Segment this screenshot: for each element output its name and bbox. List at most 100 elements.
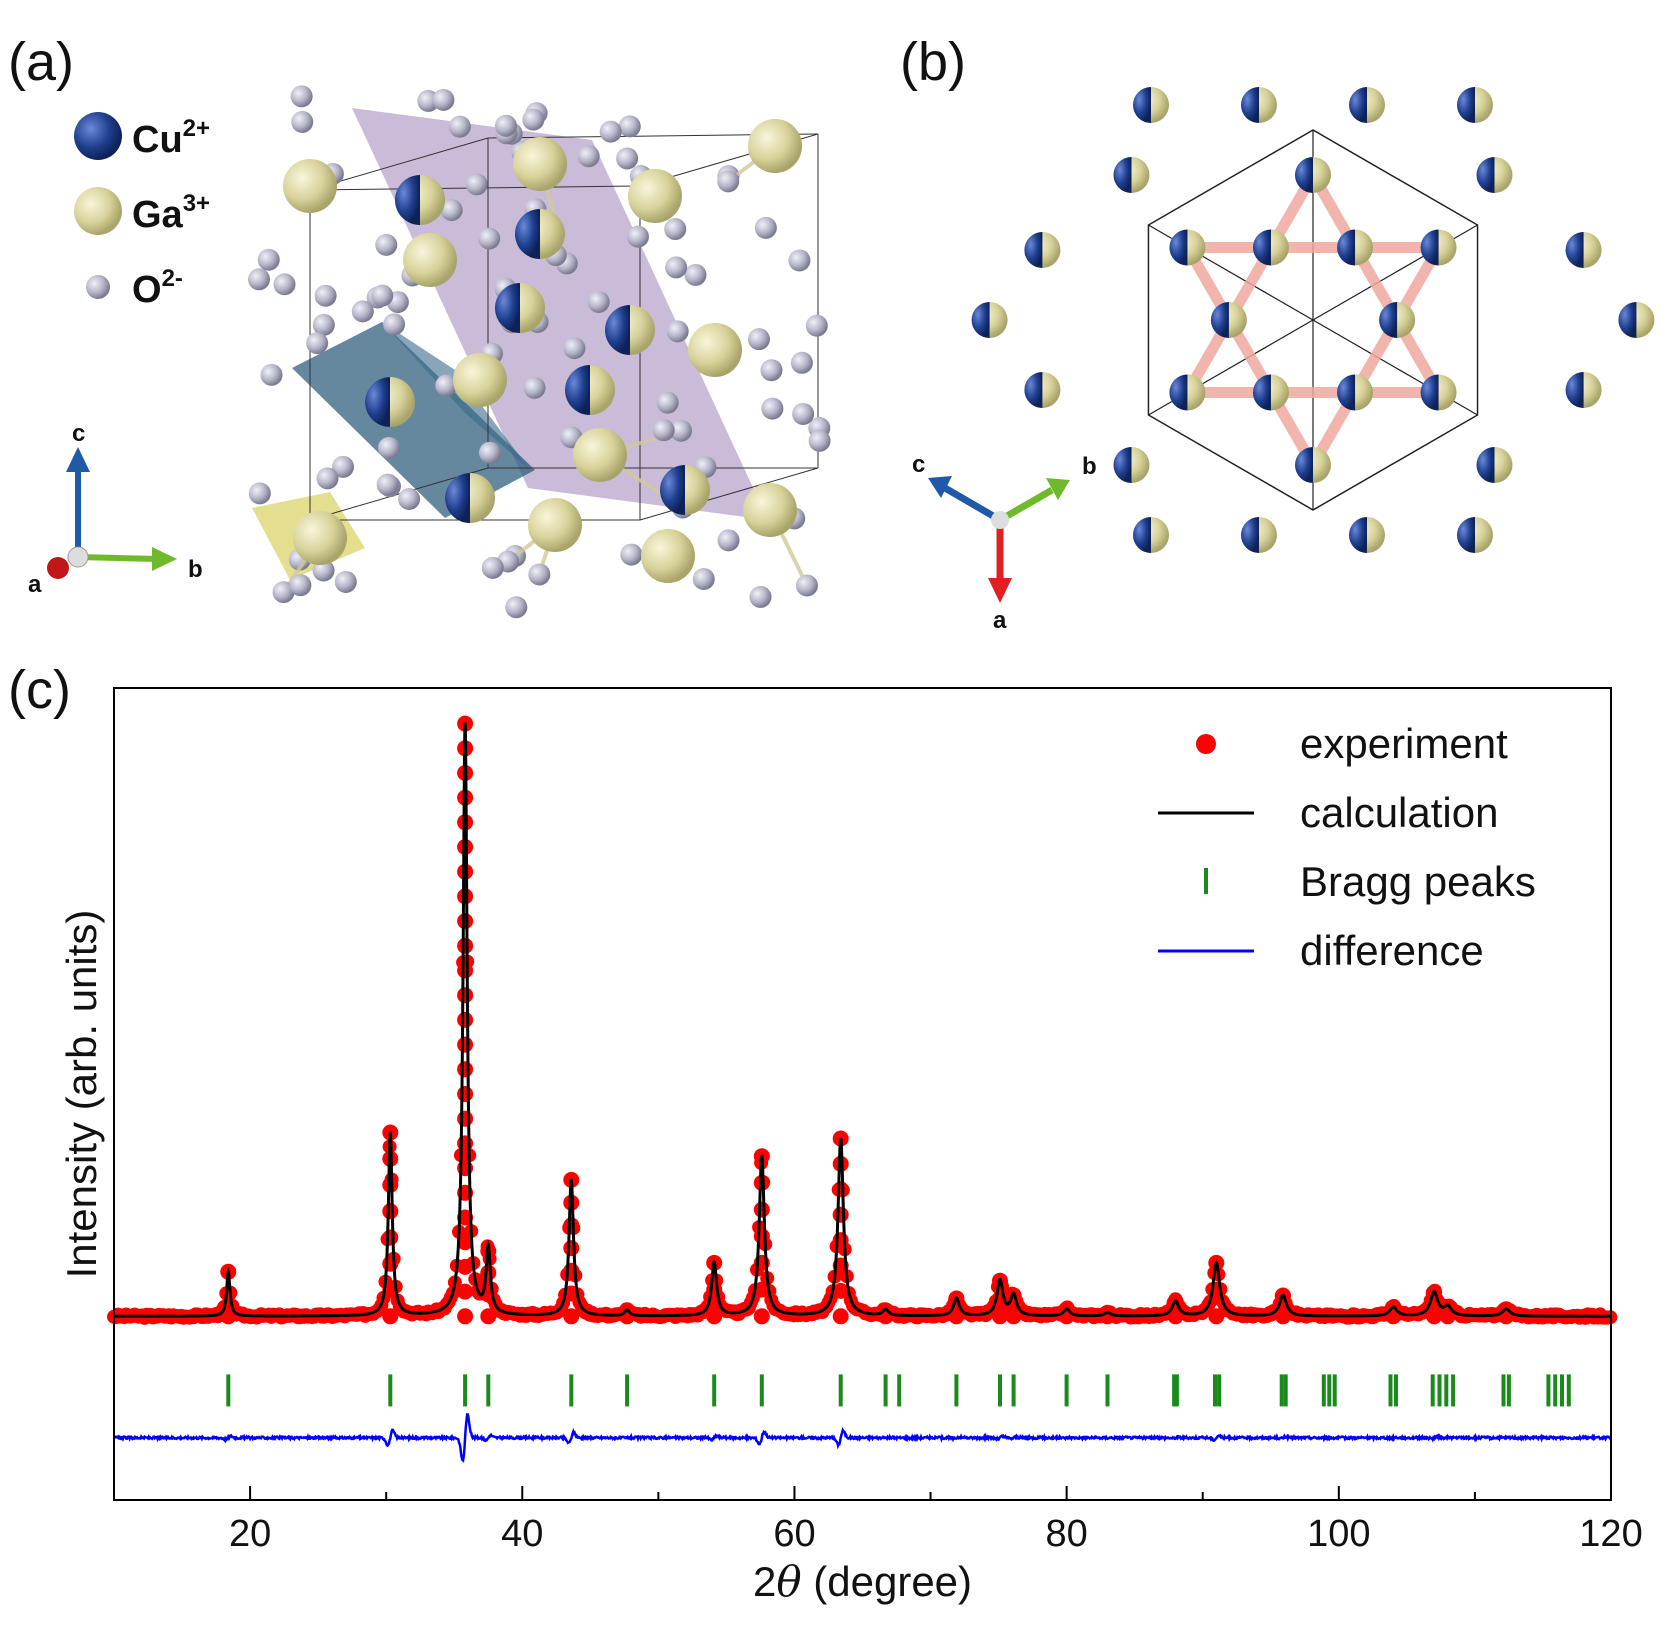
kagome-site [1113, 447, 1150, 483]
bragg-tick [883, 1374, 888, 1407]
oxygen-atom [334, 570, 357, 593]
bragg-tick [486, 1374, 491, 1407]
experiment-point [457, 1308, 474, 1325]
copper-site [495, 283, 545, 333]
bragg-tick [1217, 1374, 1222, 1407]
svg-text:Ga3+: Ga3+ [132, 190, 210, 236]
cu-half [1169, 374, 1188, 411]
experiment-point [753, 1201, 770, 1218]
experiment-point [832, 1206, 849, 1223]
oxygen-atom [257, 248, 280, 271]
cu-half [1024, 232, 1043, 268]
x-axis-title: 2θ (degree) [753, 1557, 972, 1606]
experiment-point [457, 1086, 474, 1102]
x-tick-label: 40 [501, 1513, 543, 1555]
kagome-site [1349, 517, 1385, 553]
cu-half [1420, 229, 1439, 266]
legend-ga-item: Ga3+ [74, 187, 210, 236]
cu-half [515, 209, 540, 259]
kagome-site [1241, 517, 1277, 553]
cu-half [1349, 87, 1367, 123]
cu-half [1241, 87, 1259, 123]
oxygen-atom [478, 441, 501, 464]
kagome-site [1476, 157, 1513, 193]
experiment-point [753, 1228, 770, 1245]
bragg-tick [998, 1374, 1002, 1407]
difference-series [113, 1413, 1613, 1463]
copper-site [605, 305, 655, 355]
oxygen-atom [465, 173, 488, 196]
kagome-site [1169, 229, 1206, 266]
bragg-tick [1553, 1374, 1558, 1407]
oxygen-atom [618, 115, 641, 138]
bragg-tick [1546, 1374, 1551, 1407]
bragg-tick [838, 1374, 843, 1407]
experiment-point [457, 1283, 474, 1300]
kagome-site [1133, 517, 1169, 553]
oxygen-atom [312, 559, 335, 582]
oxygen-atom [684, 263, 707, 286]
gallium-atom [628, 169, 682, 223]
bragg-tick [1444, 1374, 1449, 1407]
legend-ga-name: Ga [132, 194, 184, 236]
experiment-point [457, 987, 474, 1004]
b-axis-arrowhead-icon [1046, 478, 1070, 500]
difference-line [113, 1413, 1613, 1463]
oxygen-atom [808, 429, 831, 452]
cuo6-octahedron [292, 322, 535, 518]
cu-half [1133, 87, 1151, 123]
experiment-point [382, 1308, 399, 1325]
kagome-site [1565, 232, 1602, 268]
a-axis-arrow [47, 557, 69, 579]
legend-cu-item: Cu2+ [74, 112, 210, 161]
oxygen-atom [795, 574, 818, 597]
oxygen-atom [440, 199, 463, 222]
experiment-point [1208, 1308, 1225, 1325]
oxygen-atom [332, 455, 355, 478]
oxygen-atom [599, 120, 622, 143]
axis-label-a: a [993, 607, 1007, 634]
experiment-point [382, 1255, 399, 1272]
gallium-atom [573, 428, 627, 482]
oxygen-atom [260, 363, 283, 386]
legend-o-item: O2- [86, 265, 183, 311]
oxygen-atom [383, 313, 406, 336]
bragg-tick [759, 1374, 764, 1407]
experiment-point [753, 1308, 770, 1325]
bragg-tick [1388, 1374, 1393, 1407]
spinel-unit-cell-drawing [247, 85, 831, 619]
axis-label-c: c [72, 420, 85, 447]
legend-bragg-label: Bragg peaks [1300, 858, 1536, 905]
cu-half [1420, 374, 1439, 411]
kagome-site [1337, 374, 1374, 411]
bragg-tick [1394, 1374, 1398, 1407]
legend-experiment-marker [1196, 734, 1216, 754]
legend-o-charge: 2- [162, 265, 183, 292]
x-tick-label: 20 [229, 1513, 271, 1555]
oxygen-atom [754, 216, 777, 239]
calculation-series [114, 722, 1611, 1318]
oxygen-atom [656, 391, 679, 414]
oxygen-atom [272, 581, 295, 604]
experiment-point [563, 1240, 580, 1257]
cu-half [565, 365, 590, 415]
cu-half [1252, 229, 1271, 266]
experiment-point [457, 1036, 474, 1053]
kagome-site [1618, 302, 1655, 338]
oxygen-atom [587, 290, 610, 313]
cu-half [395, 175, 420, 225]
copper-site [395, 175, 445, 225]
bragg-tick [1566, 1374, 1571, 1407]
panel-c-label: (c) [8, 660, 71, 720]
panel-a-legend: Cu2+ Ga3+ O2- [74, 112, 210, 311]
oxygen-atom [273, 273, 296, 296]
oxygen-atom [760, 359, 783, 382]
c-axis-arrowhead-icon [66, 447, 90, 472]
x-tick-label: 100 [1307, 1513, 1370, 1555]
triad-origin [67, 546, 89, 568]
unit-cell-edge [639, 467, 819, 521]
oxygen-atom [528, 563, 551, 586]
gallium-atom [528, 498, 582, 552]
bragg-tick [1430, 1374, 1435, 1407]
bragg-tick [1332, 1374, 1337, 1407]
